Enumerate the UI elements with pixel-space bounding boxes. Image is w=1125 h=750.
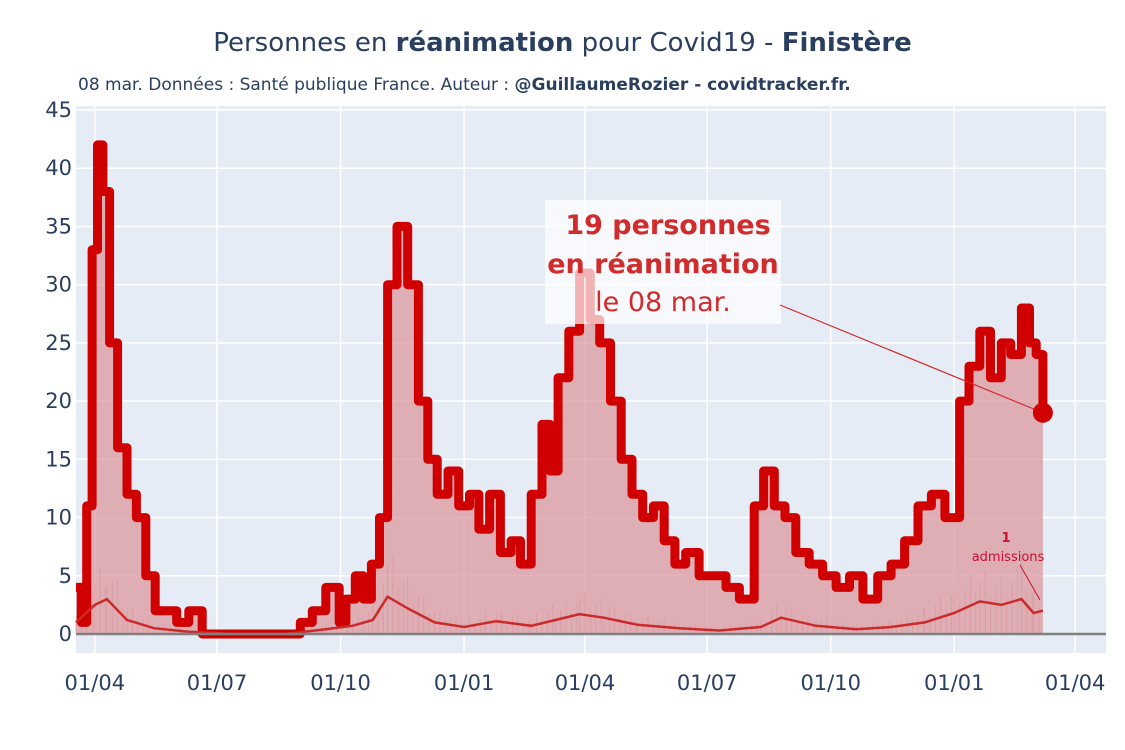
- y-tick-label: 0: [59, 622, 72, 646]
- reanimation-line: [76, 140, 1048, 639]
- admissions-value: 1: [1001, 531, 1010, 546]
- chart-subtitle: 08 mar. Données : Santé publique France.…: [78, 75, 851, 95]
- admissions-label: admissions: [972, 550, 1045, 565]
- x-axis: 01/04 01/07 01/10 01/01 01/04 01/07 01/10 01/01…: [65, 671, 1106, 695]
- y-tick-label: 35: [45, 214, 72, 238]
- title-bold-reanimation: réanimation: [395, 28, 574, 58]
- x-tick-label: 01/04: [65, 671, 126, 695]
- annotation-line3: le 08 mar.: [595, 287, 731, 318]
- x-tick-label: 01/01: [924, 671, 985, 695]
- x-tick-label: 01/10: [310, 671, 371, 695]
- y-tick-label: 40: [45, 156, 72, 180]
- x-tick-label: 01/04: [1045, 671, 1106, 695]
- chart-title: Personnes en réanimation pour Covid19 - …: [0, 28, 1125, 58]
- last-value-marker: [1032, 402, 1053, 423]
- x-tick-label: 01/01: [434, 671, 495, 695]
- y-tick-label: 15: [45, 447, 72, 471]
- title-middle: pour Covid19 -: [573, 28, 782, 58]
- y-tick-label: 45: [45, 98, 72, 122]
- annotation-line2: en réanimation: [547, 249, 779, 280]
- x-tick-label: 01/07: [187, 671, 248, 695]
- y-axis: 0 5 10 15 20 25 30 35 40 45: [45, 98, 72, 646]
- admissions-arrow: [1019, 564, 1041, 601]
- y-tick-label: 20: [45, 389, 72, 413]
- title-bold-finistere: Finistère: [781, 28, 912, 58]
- y-tick-label: 5: [59, 564, 72, 588]
- x-tick-label: 01/07: [677, 671, 738, 695]
- y-tick-label: 10: [45, 506, 72, 530]
- title-prefix: Personnes en: [213, 28, 396, 58]
- annotation-arrow: [779, 304, 1044, 414]
- x-tick-label: 01/04: [555, 671, 616, 695]
- annotation-line1: 19 personnes: [565, 210, 770, 241]
- x-tick-label: 01/10: [800, 671, 861, 695]
- subtitle-author: @GuillaumeRozier - covidtracker.fr.: [514, 75, 851, 95]
- y-tick-label: 25: [45, 331, 72, 355]
- subtitle-text: 08 mar. Données : Santé publique France.…: [78, 75, 515, 95]
- y-tick-label: 30: [45, 273, 72, 297]
- annotation-box: [545, 200, 781, 324]
